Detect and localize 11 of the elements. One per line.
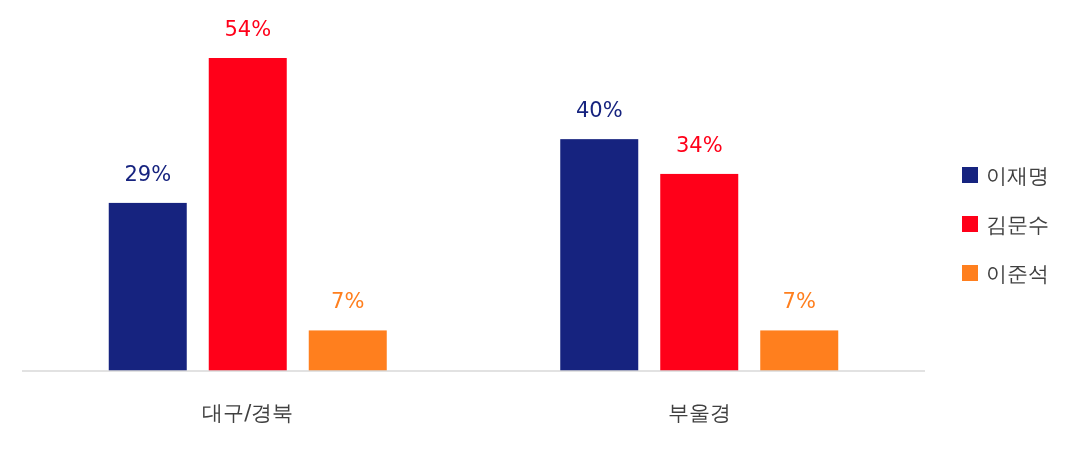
legend-label: 이준석 xyxy=(986,262,1049,286)
x-tick-label: 부울경 xyxy=(667,401,731,425)
data-label: 29% xyxy=(124,161,172,186)
legend-label: 김문수 xyxy=(986,213,1049,237)
data-label: 34% xyxy=(675,132,723,157)
data-label: 54% xyxy=(224,17,272,41)
data-label: 7% xyxy=(782,289,816,314)
legend-label: 이재명 xyxy=(986,164,1049,188)
data-label: 40% xyxy=(575,98,623,123)
x-tick-label: 대구/경북 xyxy=(202,401,294,425)
data-label: 7% xyxy=(331,289,365,314)
